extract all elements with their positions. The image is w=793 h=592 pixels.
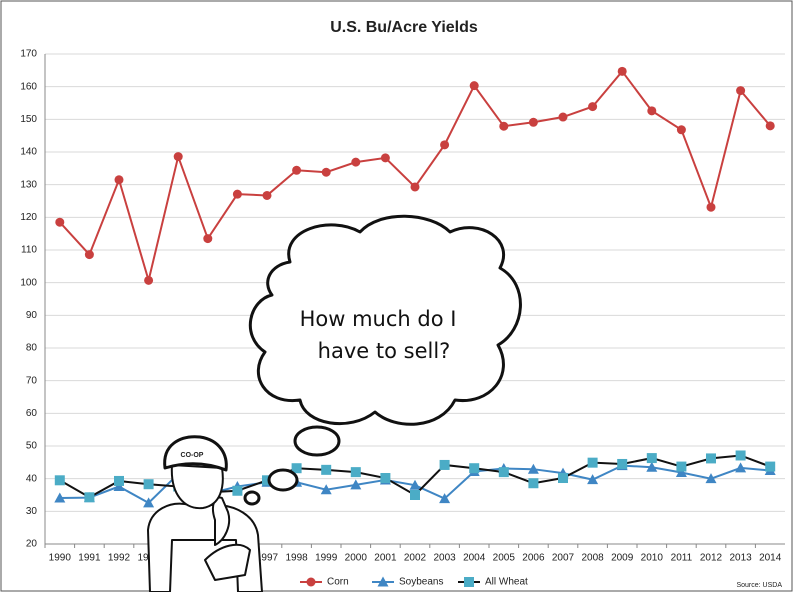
y-tick-label: 160 <box>20 81 37 92</box>
data-point <box>174 152 183 161</box>
x-tick-label: 2000 <box>345 553 368 564</box>
data-point <box>322 168 331 177</box>
data-point <box>440 140 449 149</box>
y-tick-label: 80 <box>26 343 38 354</box>
data-point <box>380 473 390 483</box>
data-point <box>706 453 716 463</box>
data-point <box>736 86 745 95</box>
data-point <box>647 106 656 115</box>
data-point <box>292 166 301 175</box>
x-tick-label: 2007 <box>552 553 575 564</box>
data-point <box>647 453 657 463</box>
data-point <box>529 118 538 127</box>
data-point <box>676 462 686 472</box>
x-tick-label: 1998 <box>285 553 308 564</box>
x-tick-label: 2012 <box>700 553 723 564</box>
legend-label: Soybeans <box>399 577 443 588</box>
data-point <box>85 250 94 259</box>
x-tick-label: 2011 <box>671 553 693 564</box>
legend-marker <box>307 578 316 587</box>
data-point <box>766 121 775 130</box>
data-point <box>470 81 479 90</box>
data-point <box>232 486 242 496</box>
x-tick-label: 2014 <box>759 553 782 564</box>
bubble-text: have to sell? <box>318 339 451 363</box>
data-point <box>233 190 242 199</box>
x-tick-label: 2001 <box>374 553 397 564</box>
data-point <box>588 458 598 468</box>
data-point <box>528 478 538 488</box>
data-point <box>321 465 331 475</box>
data-point <box>677 125 686 134</box>
data-point <box>381 153 390 162</box>
x-tick-label: 2002 <box>404 553 427 564</box>
y-tick-label: 110 <box>21 245 37 256</box>
data-point <box>351 467 361 477</box>
x-tick-label: 2013 <box>729 553 752 564</box>
y-tick-label: 150 <box>20 114 37 125</box>
x-tick-label: 2006 <box>522 553 545 564</box>
data-point <box>84 492 94 502</box>
data-point <box>410 490 420 500</box>
legend-label: All Wheat <box>485 577 528 588</box>
data-point <box>469 463 479 473</box>
x-tick-label: 1999 <box>315 553 338 564</box>
data-point <box>411 182 420 191</box>
data-point <box>55 475 65 485</box>
y-tick-label: 30 <box>26 506 38 517</box>
legend-label: Corn <box>327 577 349 588</box>
data-point <box>736 450 746 460</box>
y-tick-label: 140 <box>20 147 37 158</box>
data-point <box>707 203 716 212</box>
x-tick-label: 2003 <box>433 553 456 564</box>
y-tick-label: 90 <box>26 310 38 321</box>
x-tick-label: 2009 <box>611 553 634 564</box>
data-point <box>263 191 272 200</box>
cap-logo: CO-OP <box>181 452 204 459</box>
data-point <box>114 476 124 486</box>
data-point <box>765 462 775 472</box>
data-point <box>144 479 154 489</box>
y-tick-label: 170 <box>20 49 37 60</box>
y-tick-label: 120 <box>20 212 37 223</box>
data-point <box>559 113 568 122</box>
data-point <box>618 67 627 76</box>
y-tick-label: 40 <box>26 473 38 484</box>
x-tick-label: 1991 <box>78 553 101 564</box>
y-tick-label: 100 <box>20 277 37 288</box>
thought-dot <box>295 427 339 455</box>
data-point <box>203 234 212 243</box>
y-tick-label: 60 <box>26 408 38 419</box>
source-note: Source: USDA <box>736 582 782 589</box>
y-tick-label: 130 <box>20 179 37 190</box>
data-point <box>499 467 509 477</box>
data-point <box>351 158 360 167</box>
data-point <box>440 460 450 470</box>
y-tick-label: 50 <box>26 441 38 452</box>
chart: U.S. Bu/Acre Yields 20 30 40 50 60 70 80 90 100 1… <box>0 0 793 592</box>
data-point <box>617 459 627 469</box>
x-tick-label: 2005 <box>493 553 516 564</box>
data-point <box>144 276 153 285</box>
y-tick-label: 70 <box>26 375 38 386</box>
chart-title: U.S. Bu/Acre Yields <box>330 19 478 36</box>
data-point <box>588 102 597 111</box>
thought-dot <box>245 492 259 504</box>
thought-dot <box>269 470 297 490</box>
x-tick-label: 1992 <box>108 553 131 564</box>
data-point <box>499 122 508 131</box>
data-point <box>558 473 568 483</box>
y-tick-label: 20 <box>26 539 38 550</box>
bubble-text: How much do I <box>300 307 457 331</box>
x-tick-label: 2004 <box>463 553 486 564</box>
x-tick-label: 2010 <box>641 553 664 564</box>
x-tick-label: 2008 <box>581 553 604 564</box>
legend-marker <box>464 577 474 587</box>
x-tick-label: 1990 <box>49 553 72 564</box>
data-point <box>115 175 124 184</box>
data-point <box>55 218 64 227</box>
